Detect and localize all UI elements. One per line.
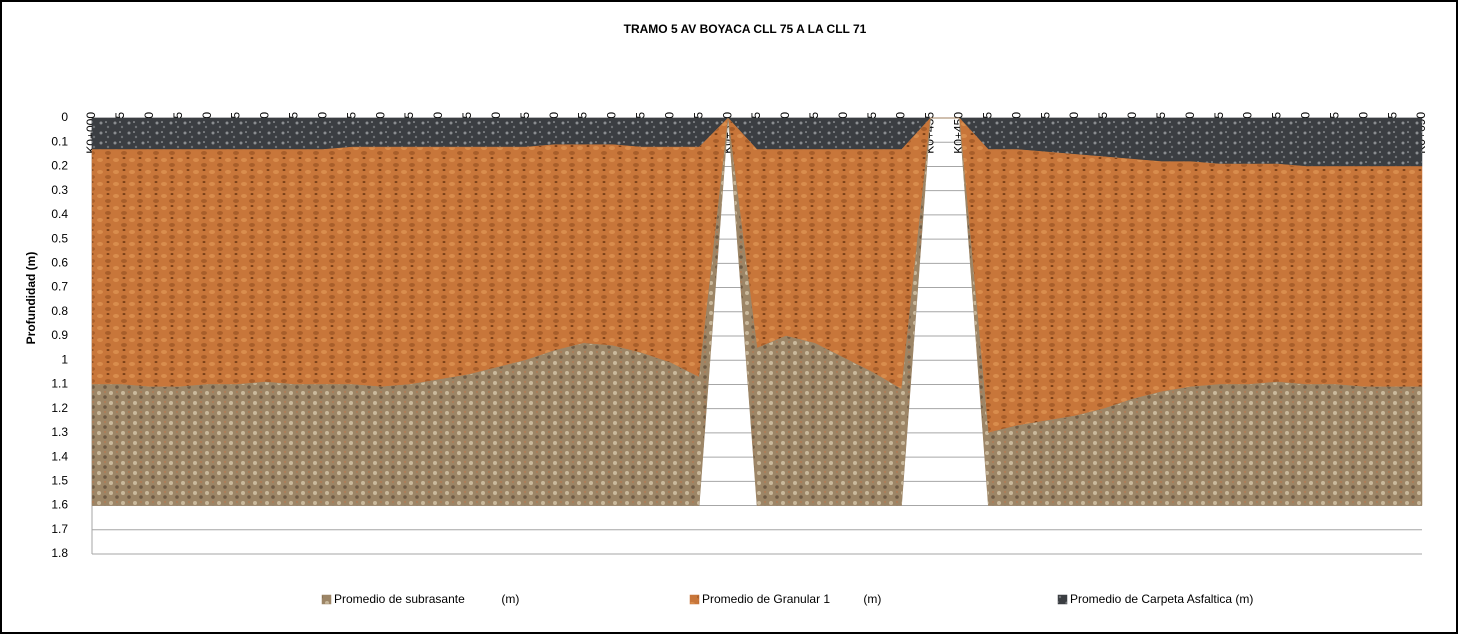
y-tick-label: 1.8 xyxy=(51,546,68,560)
legend-label: Promedio de subrasante (m) xyxy=(334,592,519,606)
chart-title: TRAMO 5 AV BOYACA CLL 75 A LA CLL 71 xyxy=(624,22,867,36)
y-axis-title: Profundidad (m) xyxy=(24,252,38,345)
y-tick-label: 0.7 xyxy=(51,280,68,294)
y-tick-label: 1.6 xyxy=(51,498,68,512)
y-tick-label: 0.1 xyxy=(51,134,68,148)
legend-swatch xyxy=(689,594,700,605)
y-tick-label: 0.9 xyxy=(51,328,68,342)
area xyxy=(91,117,1423,506)
y-tick-label: 1.3 xyxy=(51,425,68,439)
y-tick-label: 0.3 xyxy=(51,183,68,197)
y-tick-label: 1.4 xyxy=(51,449,68,463)
legend-swatch xyxy=(1057,594,1068,605)
legend-label: Promedio de Granular 1 (m) xyxy=(702,592,881,606)
legend-label: Promedio de Carpeta Asfaltica (m) xyxy=(1070,592,1253,606)
y-tick-label: 1.5 xyxy=(51,474,68,488)
y-tick-label: 0.2 xyxy=(51,159,68,173)
y-tick-label: 1.7 xyxy=(51,522,68,536)
legend-swatch xyxy=(321,594,332,605)
y-tick-label: 0.4 xyxy=(51,207,68,221)
y-tick-label: 1.2 xyxy=(51,401,68,415)
y-tick-label: 1.1 xyxy=(51,377,68,391)
y-tick-label: 0.5 xyxy=(51,231,68,245)
y-tick-label: 1 xyxy=(61,352,68,366)
y-tick-label: 0.8 xyxy=(51,304,68,318)
y-tick-label: 0 xyxy=(61,110,68,124)
y-tick-label: 0.6 xyxy=(51,256,68,270)
